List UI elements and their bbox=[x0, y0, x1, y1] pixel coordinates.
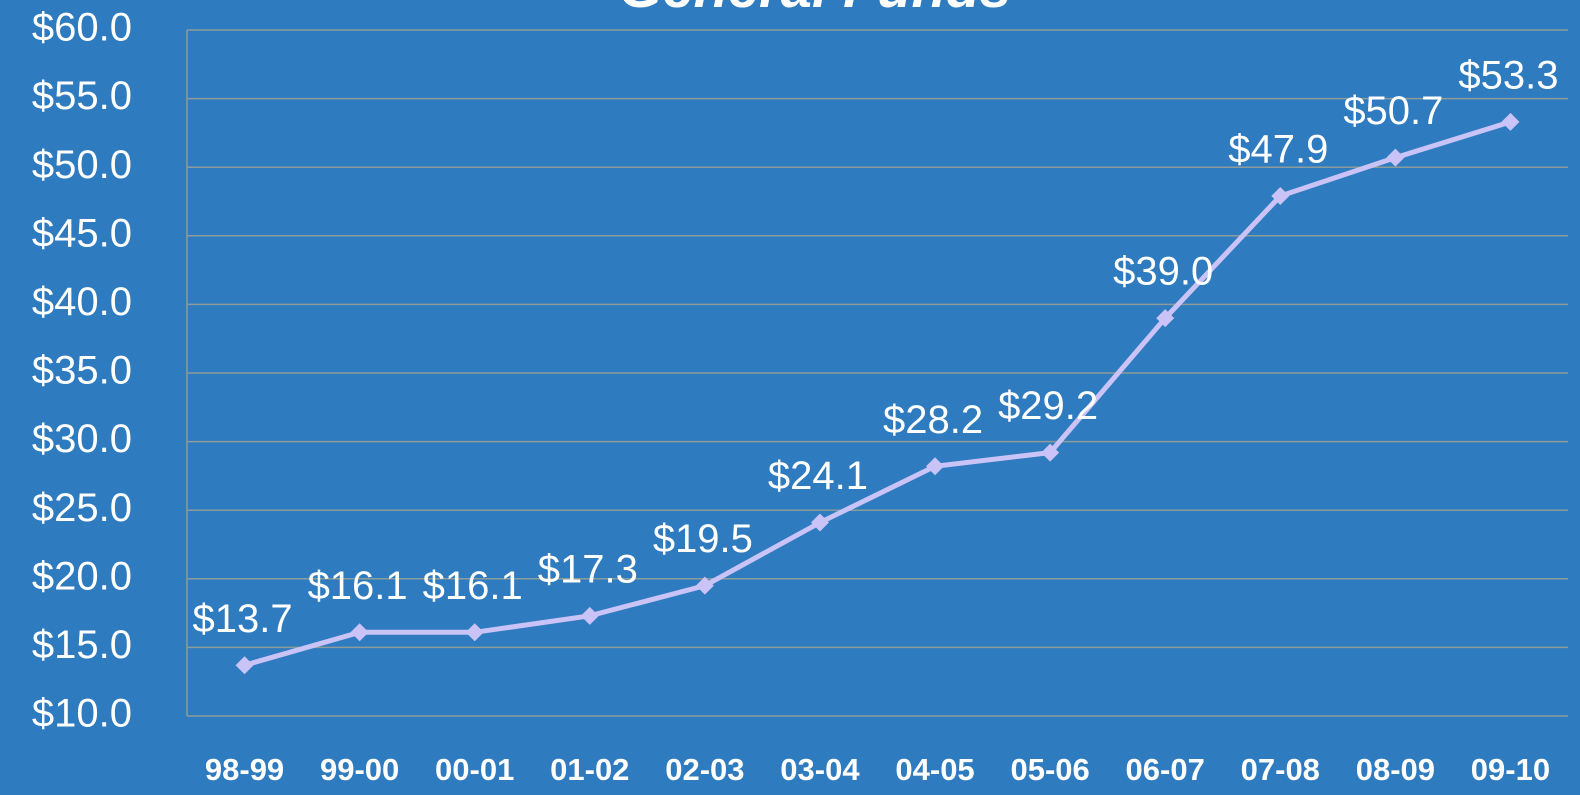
data-point bbox=[580, 606, 599, 625]
data-point bbox=[1501, 112, 1520, 131]
data-label: $53.3 bbox=[1458, 53, 1558, 97]
y-tick-label: $40.0 bbox=[32, 280, 132, 324]
x-tick-label: 04-05 bbox=[895, 752, 974, 787]
data-point bbox=[1271, 187, 1290, 206]
data-label: $13.7 bbox=[192, 597, 292, 641]
data-label: $29.2 bbox=[998, 384, 1098, 428]
y-tick-label: $50.0 bbox=[32, 143, 132, 187]
x-tick-label: 02-03 bbox=[665, 752, 744, 787]
x-tick-label: 06-07 bbox=[1126, 752, 1205, 787]
data-label: $16.1 bbox=[423, 564, 523, 608]
data-line bbox=[243, 119, 1512, 668]
data-point bbox=[1041, 443, 1060, 462]
y-tick-label: $45.0 bbox=[32, 211, 132, 255]
data-point bbox=[235, 656, 254, 675]
x-tick-label: 01-02 bbox=[550, 752, 629, 787]
x-tick-label: 07-08 bbox=[1241, 752, 1320, 787]
data-point bbox=[695, 576, 714, 595]
data-label: $39.0 bbox=[1113, 250, 1213, 294]
y-tick-label: $60.0 bbox=[32, 6, 132, 50]
x-tick-label: 99-00 bbox=[320, 752, 399, 787]
data-label: $24.1 bbox=[768, 454, 868, 498]
data-label: $16.1 bbox=[308, 564, 408, 608]
data-point bbox=[1156, 309, 1175, 328]
data-label: $47.9 bbox=[1228, 128, 1328, 172]
data-point bbox=[926, 457, 945, 476]
x-tick-label: 00-01 bbox=[435, 752, 514, 787]
x-tick-label: 05-06 bbox=[1010, 752, 1089, 787]
y-tick-label: $35.0 bbox=[32, 349, 132, 393]
y-tick-label: $30.0 bbox=[32, 417, 132, 461]
y-tick-label: $10.0 bbox=[32, 692, 132, 736]
y-tick-label: $25.0 bbox=[32, 486, 132, 530]
data-label: $17.3 bbox=[538, 547, 638, 591]
y-tick-label: $55.0 bbox=[32, 74, 132, 118]
chart-title: General Funds bbox=[619, 0, 1011, 19]
data-label: $19.5 bbox=[653, 517, 753, 561]
data-label: $28.2 bbox=[883, 398, 983, 442]
x-tick-label: 98-99 bbox=[205, 752, 284, 787]
x-tick-label: 09-10 bbox=[1471, 752, 1550, 787]
data-point bbox=[1386, 148, 1405, 167]
data-point bbox=[350, 623, 369, 642]
y-tick-label: $20.0 bbox=[32, 554, 132, 598]
x-tick-label: 08-09 bbox=[1356, 752, 1435, 787]
data-point bbox=[810, 513, 829, 532]
x-tick-label: 03-04 bbox=[780, 752, 860, 787]
y-tick-label: $15.0 bbox=[32, 623, 132, 667]
data-point bbox=[465, 623, 484, 642]
data-label: $50.7 bbox=[1343, 89, 1443, 133]
